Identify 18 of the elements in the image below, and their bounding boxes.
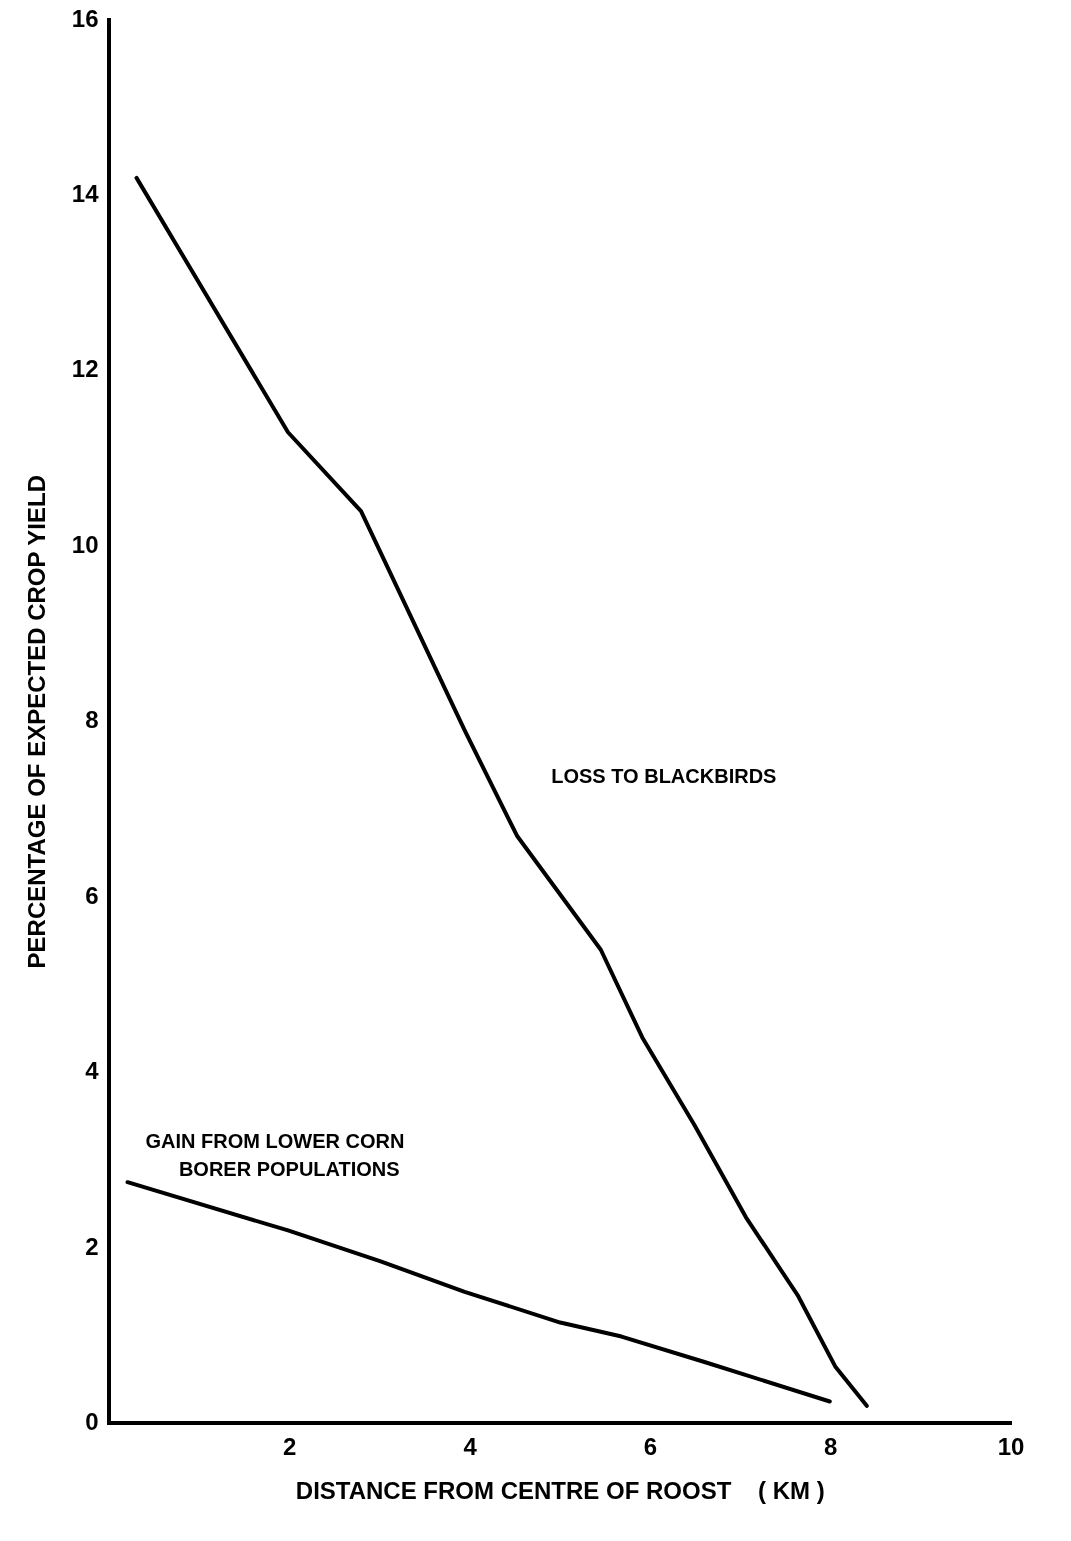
y-tick-label: 2: [85, 1232, 99, 1260]
x-tick-label: 10: [997, 1433, 1025, 1461]
y-tick-label: 12: [71, 355, 99, 383]
y-axis-title: PERCENTAGE OF EXPECTED CROP YIELD: [23, 474, 51, 969]
y-tick-label: 4: [85, 1057, 100, 1085]
y-tick-label: 8: [85, 706, 99, 734]
y-tick-label: 16: [71, 4, 99, 32]
y-tick-label: 10: [71, 530, 99, 558]
x-tick-label: 6: [643, 1433, 658, 1461]
y-tick-label: 0: [85, 1408, 99, 1436]
x-tick-label: 4: [463, 1433, 478, 1461]
y-tick-label: 6: [85, 881, 99, 909]
x-tick-label: 8: [824, 1433, 838, 1461]
x-tick-label: 2: [283, 1433, 297, 1461]
y-tick-label: 14: [71, 180, 100, 208]
x-axis-title: DISTANCE FROM CENTRE OF ROOST ( KM ): [295, 1477, 825, 1505]
annotation: LOSS TO BLACKBIRDS: [551, 765, 777, 788]
annotation: GAIN FROM LOWER CORN BORER POPULATIONS: [145, 1130, 405, 1181]
